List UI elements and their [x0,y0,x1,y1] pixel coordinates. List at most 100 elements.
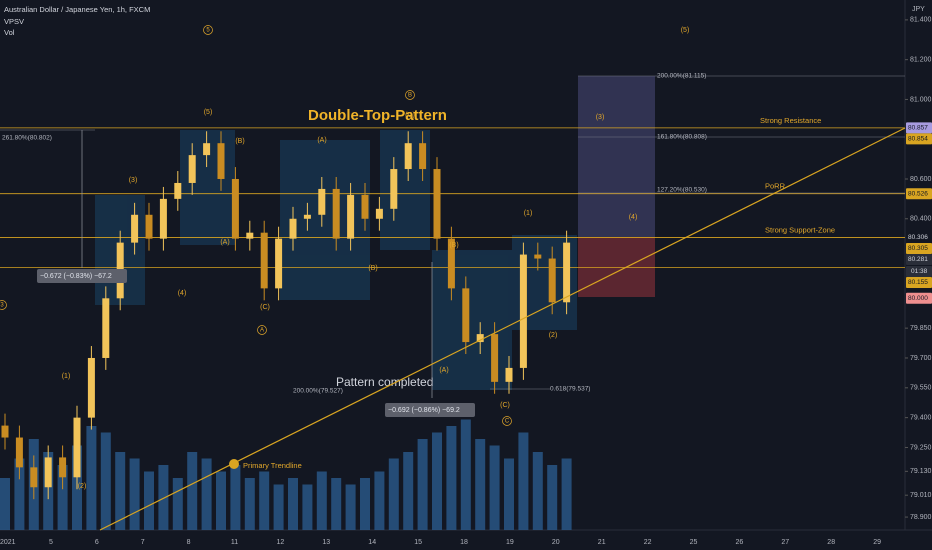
volume-bar [158,465,169,530]
volume-bar [273,484,284,530]
candle-body [73,417,81,478]
candle-body [447,238,455,289]
candle-body [347,194,355,239]
volume-bar [475,439,486,530]
price-label: 80.281 [908,256,928,263]
wave-label: (2) [78,483,87,490]
trendline-anchor [229,459,239,469]
price-label-box [906,188,932,200]
volume-profile [95,130,577,390]
candle-body [462,288,470,343]
level-label: Strong Support-Zone [765,225,835,234]
volume-bar [417,439,428,530]
x-tick-label: 27 [781,539,789,546]
y-tick-label: 79.550 [910,385,932,392]
volume-bar [14,458,25,530]
candle-body [203,143,211,156]
y-tick-label: 81.200 [910,57,932,64]
volume-bar [489,445,500,530]
candle-body [404,143,412,170]
y-tick-label: 79.700 [910,355,932,362]
measure-box [385,403,475,417]
pattern-label: Pattern completed [336,375,433,389]
candle-body [519,254,527,368]
volume-bar [403,452,414,530]
wave-circle [257,325,267,335]
y-tick-label: 80.400 [910,216,932,223]
pattern-title: Double-Top-Pattern [308,107,447,124]
y-tick-label: 78.900 [910,514,932,521]
y-tick-label: 80.600 [910,176,932,183]
volume-bar [244,478,255,530]
fib-label: 161.80%(80.808) [657,134,707,141]
x-tick-label: 19 [506,539,514,546]
target-zone [578,76,655,237]
x-tick-label: 2021 [0,539,16,546]
price-label: 80.306 [908,234,928,241]
wave-label: C [505,419,510,425]
candle-body [289,218,297,239]
wave-label: (1) [524,210,533,217]
measure-box [37,269,127,283]
currency-label: JPY [912,6,925,13]
candle-body [159,198,167,239]
volume-bar [316,471,327,530]
volume-bar [187,452,198,530]
price-label-box [906,133,932,145]
wave-circle [502,416,512,426]
price-label: 80.305 [908,245,928,252]
candle-body [534,254,542,259]
candle-body [102,298,110,358]
x-tick-label: 25 [690,539,698,546]
candle-body [390,169,398,209]
price-label: 80.000 [908,295,928,302]
y-tick-label: 79.850 [910,325,932,332]
profile-block [432,250,512,390]
wave-label: (B) [368,265,377,272]
x-tick-label: 12 [277,539,285,546]
candle-body [246,232,254,239]
wave-label: (4) [629,214,638,221]
wave-label: (4) [178,290,187,297]
candle-body [44,457,52,488]
fib-label: 200.00%(81.115) [657,73,706,80]
volume-bar [172,478,183,530]
volume-bar [374,471,385,530]
volume-bar [345,484,356,530]
level-label: PoRR [765,182,786,191]
candle-body [563,242,571,303]
candle-body [361,194,369,219]
volume-bar [57,465,68,530]
wave-label: (3) [129,177,138,184]
volume-bar [432,432,442,530]
wave-label: (B) [235,138,244,145]
measure-label: −0.692 (−0.86%) −69.2 [388,407,460,414]
wave-label: 5 [206,28,210,34]
x-tick-label: 26 [736,539,744,546]
volume-bar [388,458,399,530]
price-label-box [906,253,932,265]
y-tick-label: 79.130 [910,468,932,475]
price-label-box [906,231,932,243]
indicator-label: Vol [4,28,15,37]
candle-body [548,258,556,303]
candle-body [318,188,326,215]
x-tick-label: 14 [368,539,376,546]
price-label-box [906,276,932,288]
wave-circle [405,90,415,100]
candle-body [260,232,268,289]
volume-bar [504,458,514,530]
candle-body [231,178,239,239]
candle-body [505,367,513,382]
volume-bar [201,458,212,530]
fib-label: 0.618(79.537) [550,386,590,393]
wave-label: (1) [62,373,71,380]
level-label: Strong Resistance [760,116,821,125]
wave-label: (C) [260,304,270,311]
volume-bar [331,478,342,530]
symbol-title: Australian Dollar / Japanese Yen, 1h, FX… [4,5,150,14]
y-tick-label: 79.400 [910,414,932,421]
price-label: 80.526 [908,190,928,197]
candle-body [15,437,23,468]
y-tick-label: 81.400 [910,17,932,24]
